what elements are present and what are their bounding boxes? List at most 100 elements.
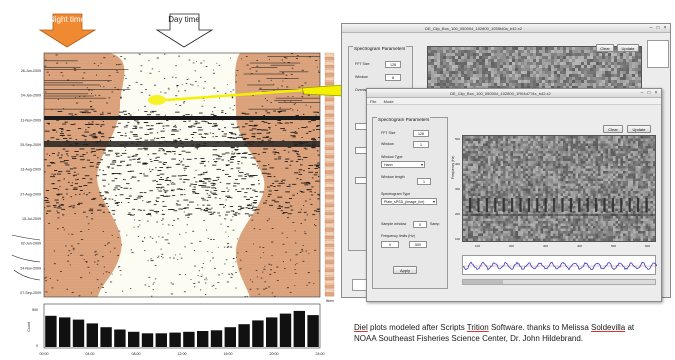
front-panel-title: Spectrogram Parameters	[377, 117, 431, 122]
window-type-select[interactable]: Hann	[381, 161, 425, 168]
left-annotation-arrows	[11, 234, 41, 281]
window-input[interactable]: 1	[413, 141, 429, 148]
minimize-icon[interactable]: –	[649, 25, 653, 31]
spectrogram-y-tick: 200	[455, 212, 461, 216]
back-overlap-label: Overlap	[355, 88, 368, 92]
frequency-limits-label: Frequency limits (Hz)	[381, 234, 415, 238]
day-time-label: Day time	[168, 15, 200, 24]
hist-x-tick: 04:00	[86, 352, 95, 356]
date-tick-label: 26-Jun-2009	[21, 69, 41, 73]
menu-mode[interactable]: Mode	[383, 99, 394, 104]
horizontal-scrollbar[interactable]	[462, 279, 656, 285]
date-tick-label: 29-Sep-2009	[20, 143, 41, 147]
histogram-bar	[238, 324, 250, 347]
back-window-title: DE_Clip_Box_100_050004_102800_1055t40a_b…	[425, 26, 522, 31]
spectrogram-y-tick: 100	[455, 237, 461, 241]
histogram-bar	[59, 317, 71, 347]
spectrogram-y-tick: 400	[455, 162, 461, 166]
date-tick-label: 24-Nov-2009	[20, 266, 41, 270]
hist-x-tick: 20:00	[270, 352, 279, 356]
front-menubar: File Mode	[367, 98, 661, 105]
update-button[interactable]: Update	[627, 125, 651, 133]
hist-x-tick: 00:00	[40, 352, 49, 356]
histogram-bar	[141, 333, 154, 347]
front-window: DE_Clip_Box_100_050004_102800_1R04d774x_…	[366, 88, 662, 302]
date-tick-label: 24-Jan-2009	[21, 94, 41, 98]
spectrogram-y-tick: 300	[455, 187, 461, 191]
close-icon[interactable]: ×	[663, 25, 667, 31]
hist-x-tick: 24:00	[316, 352, 325, 356]
sample-window-unit: Samp	[430, 222, 440, 226]
histogram-bar	[169, 332, 181, 347]
hist-x-tick: 08:00	[132, 352, 141, 356]
close-icon[interactable]: ×	[654, 90, 658, 96]
window-length-input[interactable]: 1	[417, 178, 431, 185]
spectrogram-type-select[interactable]: Plain_sPSD_(Image_fcn)	[381, 198, 437, 205]
minimize-icon[interactable]: –	[640, 90, 644, 96]
spectrogram-x-tick: 200	[509, 244, 515, 248]
hist-x-tick: 12:00	[178, 352, 187, 356]
right-legend-strip	[324, 52, 335, 297]
back-window-input[interactable]: 8	[385, 74, 401, 81]
histogram-bar	[224, 327, 236, 347]
back-clear-button[interactable]: Clear	[596, 44, 614, 52]
night-time-label: Night time	[49, 15, 86, 24]
histogram-bar	[279, 313, 292, 347]
front-param-panel: Spectrogram Parameters FFT Size 128 Wind…	[372, 117, 448, 289]
scrollbar-thumb[interactable]	[463, 280, 503, 284]
menu-file[interactable]: File	[370, 99, 377, 104]
histogram-bar	[252, 320, 264, 347]
diel-plot: Night time Day time 26-Jun-2009 24-Jan-20…	[11, 13, 335, 356]
frequency-max-input[interactable]: 500	[409, 241, 427, 248]
apply-button[interactable]: Apply	[393, 266, 417, 274]
histogram-bar	[293, 310, 305, 347]
spectrogram-x-tick: 600	[645, 244, 651, 248]
hist-y-tick: 0	[36, 344, 38, 348]
hist-y-label: Count	[27, 322, 31, 331]
date-tick-label: 13-Aug-2009	[20, 168, 41, 172]
maximize-icon[interactable]: □	[647, 90, 651, 96]
histogram-bar	[266, 317, 278, 347]
histogram-bar	[155, 333, 167, 347]
back-update-button[interactable]: Update	[617, 44, 639, 52]
hist-x-tick: 16:00	[224, 352, 233, 356]
window-length-label: Window length	[381, 175, 405, 179]
date-tick-label: 27-Aug-2009	[20, 192, 41, 196]
maximize-icon[interactable]: □	[656, 25, 660, 31]
histogram-bar	[45, 315, 57, 347]
fft-size-input[interactable]: 128	[413, 130, 429, 137]
spectrogram-x-tick: 400	[577, 244, 583, 248]
histogram-bar	[210, 330, 223, 347]
spectrogram-y-tick: 500	[455, 137, 461, 141]
front-window-titlebar[interactable]: DE_Clip_Box_100_050004_102800_1R04d774x_…	[367, 89, 661, 98]
sample-window-label: Sample window	[381, 222, 407, 226]
front-window-title: DE_Clip_Box_100_050004_102800_1R04d774x_…	[450, 91, 551, 96]
histogram-bar	[72, 319, 85, 347]
day-time-arrow: Day time	[155, 13, 214, 48]
spectrogram-x-tick: 500	[611, 244, 617, 248]
back-window-label: Window	[355, 75, 368, 79]
back-window-titlebar[interactable]: DE_Clip_Box_100_050004_102800_1055t40a_b…	[342, 24, 670, 33]
back-fft-input[interactable]: 128	[385, 61, 401, 68]
spectrogram-type-label: Spectrogram Type	[381, 192, 411, 196]
histogram-bar	[197, 331, 209, 347]
clear-button[interactable]: Clear	[603, 125, 623, 133]
frequency-min-input[interactable]: 0	[381, 241, 399, 248]
hist-y-tick: 500	[32, 308, 38, 312]
sample-window-input[interactable]: 0	[413, 221, 427, 228]
hourly-histogram: 00:00 04:00 08:00 12:00 16:00 20:00 24:00 500 …	[27, 303, 325, 356]
back-fft-label: FFT Size	[355, 62, 370, 66]
date-tick-label: 11-Nov-2009	[20, 118, 41, 122]
date-tick-label: 07-Sep-2009	[20, 291, 41, 295]
diel-plot-area	[44, 53, 320, 297]
spectrogram-y-label: Frequency (Hz)	[451, 155, 455, 179]
histogram-bar	[114, 329, 126, 347]
night-time-arrow: Night time	[38, 13, 97, 48]
fft-size-label: FFT Size	[381, 131, 396, 135]
date-tick-label: 15-Jul-2009	[22, 217, 41, 221]
right-axis-label: lfkem	[326, 299, 334, 303]
histogram-bar	[86, 323, 98, 347]
back-panel-title: Spectrogram Parameters	[353, 46, 407, 51]
back-side-list[interactable]	[647, 40, 669, 68]
spectrogram-image	[462, 135, 656, 242]
